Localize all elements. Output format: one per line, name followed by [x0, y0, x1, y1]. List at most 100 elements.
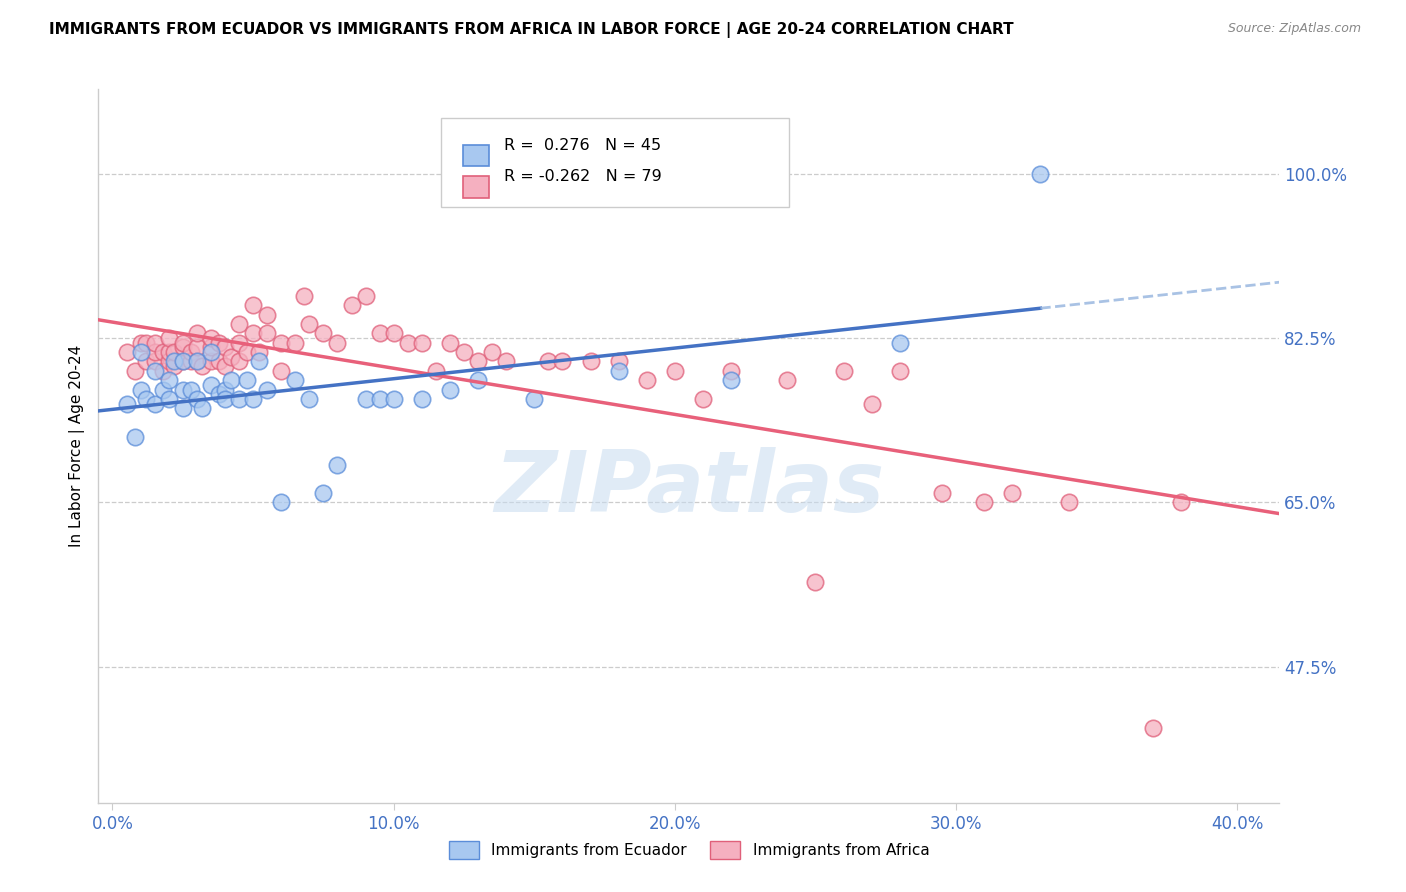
- Point: [186, 340, 208, 354]
- Point: [219, 373, 242, 387]
- Y-axis label: In Labor Force | Age 20-24: In Labor Force | Age 20-24: [69, 345, 84, 547]
- Point: [186, 326, 208, 341]
- Text: ZIPatlas: ZIPatlas: [494, 447, 884, 531]
- Point: [228, 392, 250, 406]
- Text: IMMIGRANTS FROM ECUADOR VS IMMIGRANTS FROM AFRICA IN LABOR FORCE | AGE 20-24 COR: IMMIGRANTS FROM ECUADOR VS IMMIGRANTS FR…: [49, 22, 1014, 38]
- Point: [228, 335, 250, 350]
- Point: [157, 331, 180, 345]
- Point: [163, 354, 186, 368]
- FancyBboxPatch shape: [441, 118, 789, 207]
- Point: [537, 354, 560, 368]
- Point: [124, 429, 146, 443]
- Point: [664, 364, 686, 378]
- Point: [135, 335, 157, 350]
- Point: [157, 373, 180, 387]
- Point: [180, 383, 202, 397]
- Point: [720, 373, 742, 387]
- Point: [247, 354, 270, 368]
- Point: [236, 373, 259, 387]
- Point: [172, 354, 194, 368]
- Point: [382, 392, 405, 406]
- FancyBboxPatch shape: [464, 145, 489, 166]
- Point: [860, 397, 883, 411]
- Point: [163, 359, 186, 374]
- Point: [129, 345, 152, 359]
- Point: [270, 495, 292, 509]
- Point: [157, 354, 180, 368]
- Point: [157, 345, 180, 359]
- Point: [143, 345, 166, 359]
- Point: [425, 364, 447, 378]
- Point: [467, 373, 489, 387]
- Point: [172, 383, 194, 397]
- Point: [889, 364, 911, 378]
- Point: [607, 364, 630, 378]
- Point: [172, 335, 194, 350]
- Point: [152, 383, 174, 397]
- Point: [292, 289, 315, 303]
- Legend: Immigrants from Ecuador, Immigrants from Africa: Immigrants from Ecuador, Immigrants from…: [441, 834, 936, 866]
- Point: [804, 575, 827, 590]
- Point: [247, 345, 270, 359]
- Point: [143, 354, 166, 368]
- Point: [467, 354, 489, 368]
- Point: [411, 335, 433, 350]
- Point: [1029, 167, 1052, 181]
- Point: [172, 401, 194, 416]
- Text: R =  0.276   N = 45: R = 0.276 N = 45: [503, 138, 661, 153]
- Point: [200, 345, 222, 359]
- Point: [270, 364, 292, 378]
- Point: [143, 397, 166, 411]
- Point: [219, 350, 242, 364]
- Point: [115, 345, 138, 359]
- FancyBboxPatch shape: [464, 177, 489, 198]
- Point: [214, 359, 236, 374]
- Point: [186, 392, 208, 406]
- Text: Source: ZipAtlas.com: Source: ZipAtlas.com: [1227, 22, 1361, 36]
- Point: [186, 354, 208, 368]
- Point: [1057, 495, 1080, 509]
- Point: [326, 458, 349, 472]
- Point: [973, 495, 995, 509]
- Point: [186, 354, 208, 368]
- Point: [382, 326, 405, 341]
- Point: [340, 298, 363, 312]
- Point: [270, 335, 292, 350]
- Point: [439, 383, 461, 397]
- Point: [256, 383, 278, 397]
- Point: [143, 335, 166, 350]
- Point: [152, 345, 174, 359]
- Point: [200, 354, 222, 368]
- Point: [312, 486, 335, 500]
- Point: [152, 364, 174, 378]
- Point: [180, 345, 202, 359]
- Point: [1001, 486, 1024, 500]
- Point: [1142, 721, 1164, 735]
- Point: [163, 345, 186, 359]
- Point: [284, 335, 307, 350]
- Point: [135, 392, 157, 406]
- Point: [256, 308, 278, 322]
- Point: [692, 392, 714, 406]
- Point: [214, 340, 236, 354]
- Point: [551, 354, 574, 368]
- Point: [439, 335, 461, 350]
- Text: R = -0.262   N = 79: R = -0.262 N = 79: [503, 169, 661, 185]
- Point: [180, 354, 202, 368]
- Point: [172, 340, 194, 354]
- Point: [298, 317, 321, 331]
- Point: [242, 392, 264, 406]
- Point: [312, 326, 335, 341]
- Point: [495, 354, 517, 368]
- Point: [135, 354, 157, 368]
- Point: [208, 387, 231, 401]
- Point: [832, 364, 855, 378]
- Point: [579, 354, 602, 368]
- Point: [242, 298, 264, 312]
- Point: [191, 401, 214, 416]
- Point: [636, 373, 658, 387]
- Point: [214, 392, 236, 406]
- Point: [256, 326, 278, 341]
- Point: [200, 331, 222, 345]
- Point: [368, 392, 391, 406]
